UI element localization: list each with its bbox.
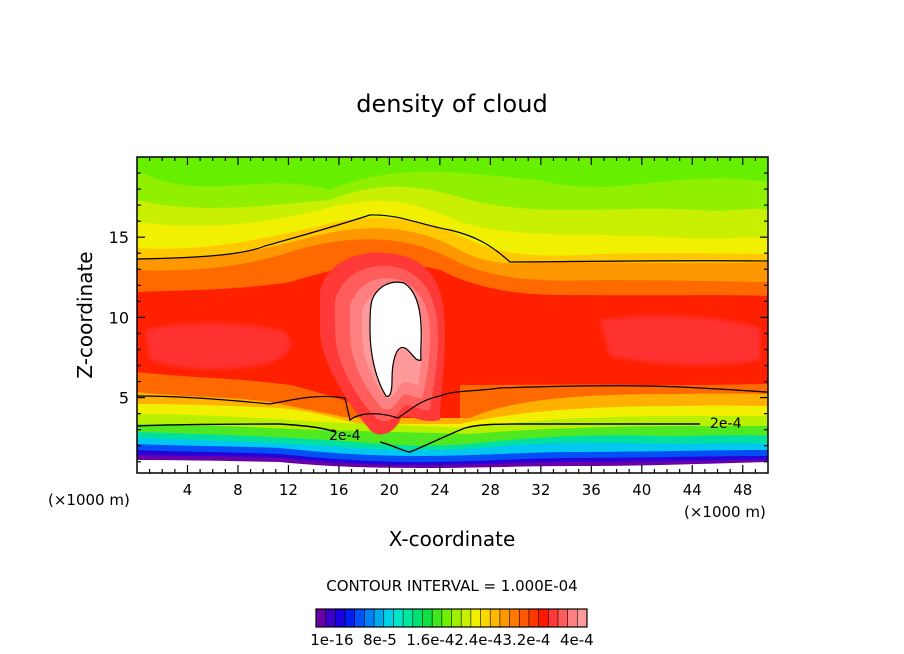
colorbar-labels: 1e-16 8e-5 1.6e-42.4e-43.2e-4 4e-4: [310, 631, 593, 649]
x-tick-label: 48: [733, 481, 752, 499]
colorbar-swatch: [499, 609, 510, 627]
colorbar-swatch: [557, 609, 568, 627]
x-unit-label-right: (×1000 m): [684, 503, 766, 521]
x-tick-label: 44: [683, 481, 702, 499]
colorbar-swatch: [432, 609, 443, 627]
colorbar-swatch: [490, 609, 501, 627]
colorbar-swatch: [364, 609, 375, 627]
colorbar-swatch: [567, 609, 578, 627]
colorbar-swatch: [451, 609, 462, 627]
colorbar-swatch: [393, 609, 404, 627]
x-tick-label: 40: [632, 481, 651, 499]
colorbar-swatch: [383, 609, 394, 627]
band-ground: [137, 460, 768, 473]
colorbar-swatch: [480, 609, 491, 627]
x-unit-label-left: (×1000 m): [48, 491, 130, 509]
contour-2e-4-left: [137, 423, 336, 433]
colorbar-swatch: [528, 609, 539, 627]
colorbar-swatch: [519, 609, 530, 627]
colorbar-swatch: [354, 609, 365, 627]
x-tick-label: 20: [380, 481, 399, 499]
colorbar-swatch: [325, 609, 336, 627]
colorbar-frame: [315, 608, 588, 628]
colorbar-swatch: [345, 609, 356, 627]
x-tick-label: 32: [531, 481, 550, 499]
x-tick-label: 36: [582, 481, 601, 499]
contour-interval-text: CONTOUR INTERVAL = 1.000E-04: [326, 577, 577, 595]
colorbar-swatch: [422, 609, 433, 627]
colorbar-swatch: [412, 609, 423, 627]
contour-2e-4-mid: [379, 423, 700, 453]
x-axis-label: X-coordinate: [389, 527, 516, 551]
band-red-inner-right: [600, 315, 760, 365]
contour-upper: [137, 214, 768, 263]
y-tick-label: 15: [109, 228, 129, 247]
chart-title: density of cloud: [356, 90, 547, 118]
band-red-inner: [145, 323, 291, 370]
colorbar-swatch: [374, 609, 385, 627]
x-tick-label: 4: [183, 481, 193, 499]
colorbar-swatch: [509, 609, 520, 627]
contour-label-right: 2e-4: [710, 416, 742, 432]
y-tick-label: 10: [109, 308, 129, 327]
colorbar-swatch: [403, 609, 414, 627]
colorbar-swatch: [538, 609, 549, 627]
x-axis-ticks: 4 8 12 16 20 24 28 32 36 40 44 48: [149, 157, 756, 499]
x-tick-label: 12: [279, 481, 298, 499]
contour-label-left: 2e-4: [329, 428, 361, 444]
x-tick-label: 28: [481, 481, 500, 499]
colorbar-swatch: [441, 609, 452, 627]
x-tick-label: 24: [430, 481, 449, 499]
plot-area: [137, 157, 768, 473]
y-axis-label: Z-coordinate: [73, 251, 97, 378]
y-axis-ticks: 5 10 15: [109, 172, 768, 463]
x-tick-label: 8: [233, 481, 243, 499]
colorbar-swatch: [316, 609, 326, 627]
colorbar-swatch: [470, 609, 481, 627]
plume-core-white: [369, 281, 422, 397]
colorbar-swatch: [335, 609, 346, 627]
contour-mid: [137, 385, 768, 422]
colorbar-swatch: [577, 609, 588, 627]
colorbar-swatch: [548, 609, 559, 627]
x-tick-label: 16: [329, 481, 348, 499]
y-tick-label: 5: [119, 389, 129, 408]
colorbar: [315, 608, 588, 628]
colorbar-swatch: [461, 609, 472, 627]
